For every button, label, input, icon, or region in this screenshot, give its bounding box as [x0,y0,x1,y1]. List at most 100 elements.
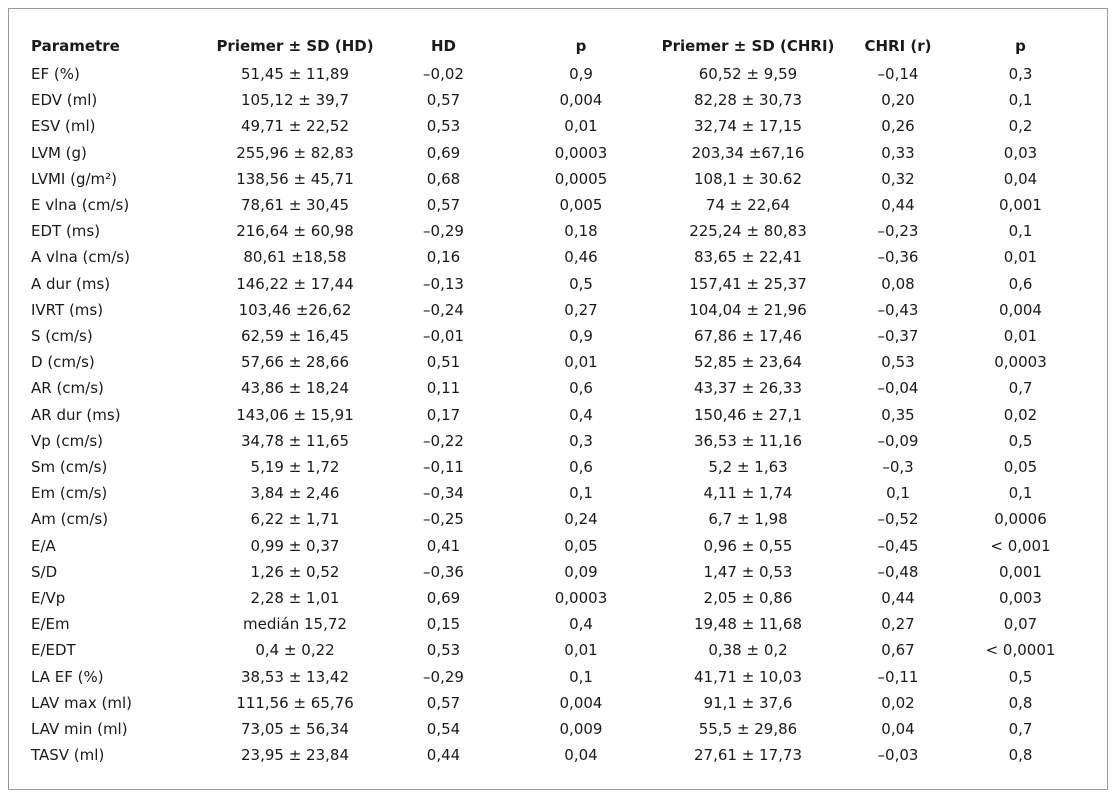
column-header: Priemer ± SD (CHRI) [661,37,835,55]
row-label: E/Vp [31,589,66,608]
table-cell: 0,05 [564,536,598,555]
table-cell: 0,53 [881,353,915,372]
table-cell: –0,24 [423,300,464,319]
table-row: AR (cm/s) 43,86 ± 18,24 0,11 0,6 43,37 ± 26,… [29,375,1085,401]
table-cell: 0,26 [881,117,915,136]
table-cell: 0,001 [999,196,1042,215]
table-cell: 0,0005 [554,169,608,188]
table-cell: 6,22 ± 1,71 [250,510,340,529]
table-cell: –0,13 [423,274,464,293]
table-cell: –0,04 [877,379,919,398]
table-cell: 1,47 ± 0,53 [703,562,793,581]
table-cell: 0,2 [1008,117,1033,136]
table-row: LA EF (%) 38,53 ± 13,42 –0,29 0,1 41,71 ± 10… [29,664,1085,690]
table-cell: –0,14 [877,65,919,83]
table-cell: 0,35 [881,405,915,424]
table-cell: 0,0003 [554,143,608,162]
table-cell: 0,8 [1008,746,1033,765]
table-cell: 0,5 [569,274,593,293]
table-cell: 0,004 [559,91,603,110]
table-cell: 2,28 ± 1,01 [250,589,340,608]
row-label: Em (cm/s) [31,484,108,503]
table-cell: 0,1 [1008,91,1033,110]
table-cell: 0,1 [569,667,593,686]
column-header: HD [430,37,456,55]
table-cell: 57,66 ± 28,66 [241,353,349,372]
table-cell: 0,01 [564,641,598,660]
table-cell: 225,24 ± 80,83 [689,222,807,241]
table-cell: 0,5 [1008,667,1033,686]
table-row: TASV (ml) 23,95 ± 23,84 0,44 0,04 27,61 ± 17… [29,742,1085,768]
table-cell: –0,11 [423,458,464,477]
row-label: Sm (cm/s) [31,458,108,477]
row-label: E/Em [31,615,70,634]
table-cell: 105,12 ± 39,7 [241,91,349,110]
row-label: E/A [31,536,56,555]
table-cell: –0,02 [423,65,464,83]
table-cell: 55,5 ± 29,86 [698,720,798,739]
table-row: LVM (g) 255,96 ± 82,83 0,69 0,0003 203,34 ±6… [29,140,1085,166]
table-cell: 0,9 [569,327,593,346]
table-cell: 0,3 [1008,65,1033,83]
column-header: Priemer ± SD (HD) [216,37,374,55]
table-cell: 0,17 [426,405,461,424]
table-cell: 0,04 [881,720,915,739]
row-label: E/EDT [31,641,76,660]
table-cell: 0,0003 [994,353,1047,372]
table-cell: 0,96 ± 0,55 [703,536,793,555]
table-cell: 143,06 ± 15,91 [236,405,354,424]
table-cell: 0,27 [881,615,915,634]
table-row: EDV (ml) 105,12 ± 39,7 0,57 0,004 82,28 ± 30… [29,87,1085,113]
table-row: LVMI (g/m²) 138,56 ± 45,71 0,68 0,0005 108,1… [29,166,1085,192]
table-cell: 0,005 [559,196,603,215]
table-cell: 2,05 ± 0,86 [703,589,793,608]
table-cell: 0,51 [426,353,461,372]
row-label: ESV (ml) [31,117,96,136]
table-cell: 104,04 ± 21,96 [689,300,807,319]
row-label: A dur (ms) [31,274,111,293]
table-row: D (cm/s) 57,66 ± 28,66 0,51 0,01 52,85 ± 23,… [29,349,1085,375]
table-cell: 157,41 ± 25,37 [689,274,807,293]
table-cell: 23,95 ± 23,84 [241,746,349,765]
table-cell: 0,01 [1003,248,1038,267]
table-cell: 5,19 ± 1,72 [250,458,340,477]
table-cell: 0,1 [1008,484,1033,503]
table-cell: 0,44 [881,589,915,608]
table-cell: 0,6 [569,379,593,398]
table-cell: 0,7 [1008,720,1033,739]
table-row: IVRT (ms) 103,46 ±26,62 –0,24 0,27 104,04 ± … [29,297,1085,323]
table-cell: –0,52 [877,510,919,529]
table-cell: 0,57 [426,196,461,215]
table-cell: 0,15 [426,615,461,634]
table-cell: 0,3 [569,431,593,450]
table-cell: 0,09 [564,562,598,581]
row-label: IVRT (ms) [31,300,104,319]
table-cell: 4,11 ± 1,74 [703,484,793,503]
table-cell: 1,26 ± 0,52 [250,562,340,581]
table-cell: 0,02 [881,693,915,712]
table-cell: 0,24 [564,510,598,529]
table-cell: 0,004 [999,300,1042,319]
table-cell: 67,86 ± 17,46 [694,327,802,346]
row-label: AR dur (ms) [31,405,121,424]
table-cell: 0,33 [881,143,915,162]
table-cell: 138,56 ± 45,71 [236,169,354,188]
table-body: EF (%) 51,45 ± 11,89 –0,02 0,9 60,52 ± 9,59 –… [29,61,1085,768]
table-cell: 216,64 ± 60,98 [236,222,354,241]
table-cell: 0,32 [881,169,915,188]
table-cell: 108,1 ± 30.62 [694,169,802,188]
table-cell: 0,1 [886,484,910,503]
table-cell: 0,54 [426,720,461,739]
table-cell: –0,01 [423,327,464,346]
column-header: p [575,37,587,55]
table-cell: 146,22 ± 17,44 [236,274,354,293]
column-header: p [1015,37,1026,55]
table-cell: 0,6 [1008,274,1033,293]
table-cell: 0,5 [1008,431,1033,450]
table-cell: 0,4 [569,405,593,424]
table-row: Sm (cm/s) 5,19 ± 1,72 –0,11 0,6 5,2 ± 1,63 –0… [29,454,1085,480]
table-cell: 34,78 ± 11,65 [241,431,349,450]
table-row: A vlna (cm/s) 80,61 ±18,58 0,16 0,46 83,65 ±… [29,244,1085,270]
table-cell: 49,71 ± 22,52 [241,117,349,136]
table-cell: 0,46 [564,248,598,267]
